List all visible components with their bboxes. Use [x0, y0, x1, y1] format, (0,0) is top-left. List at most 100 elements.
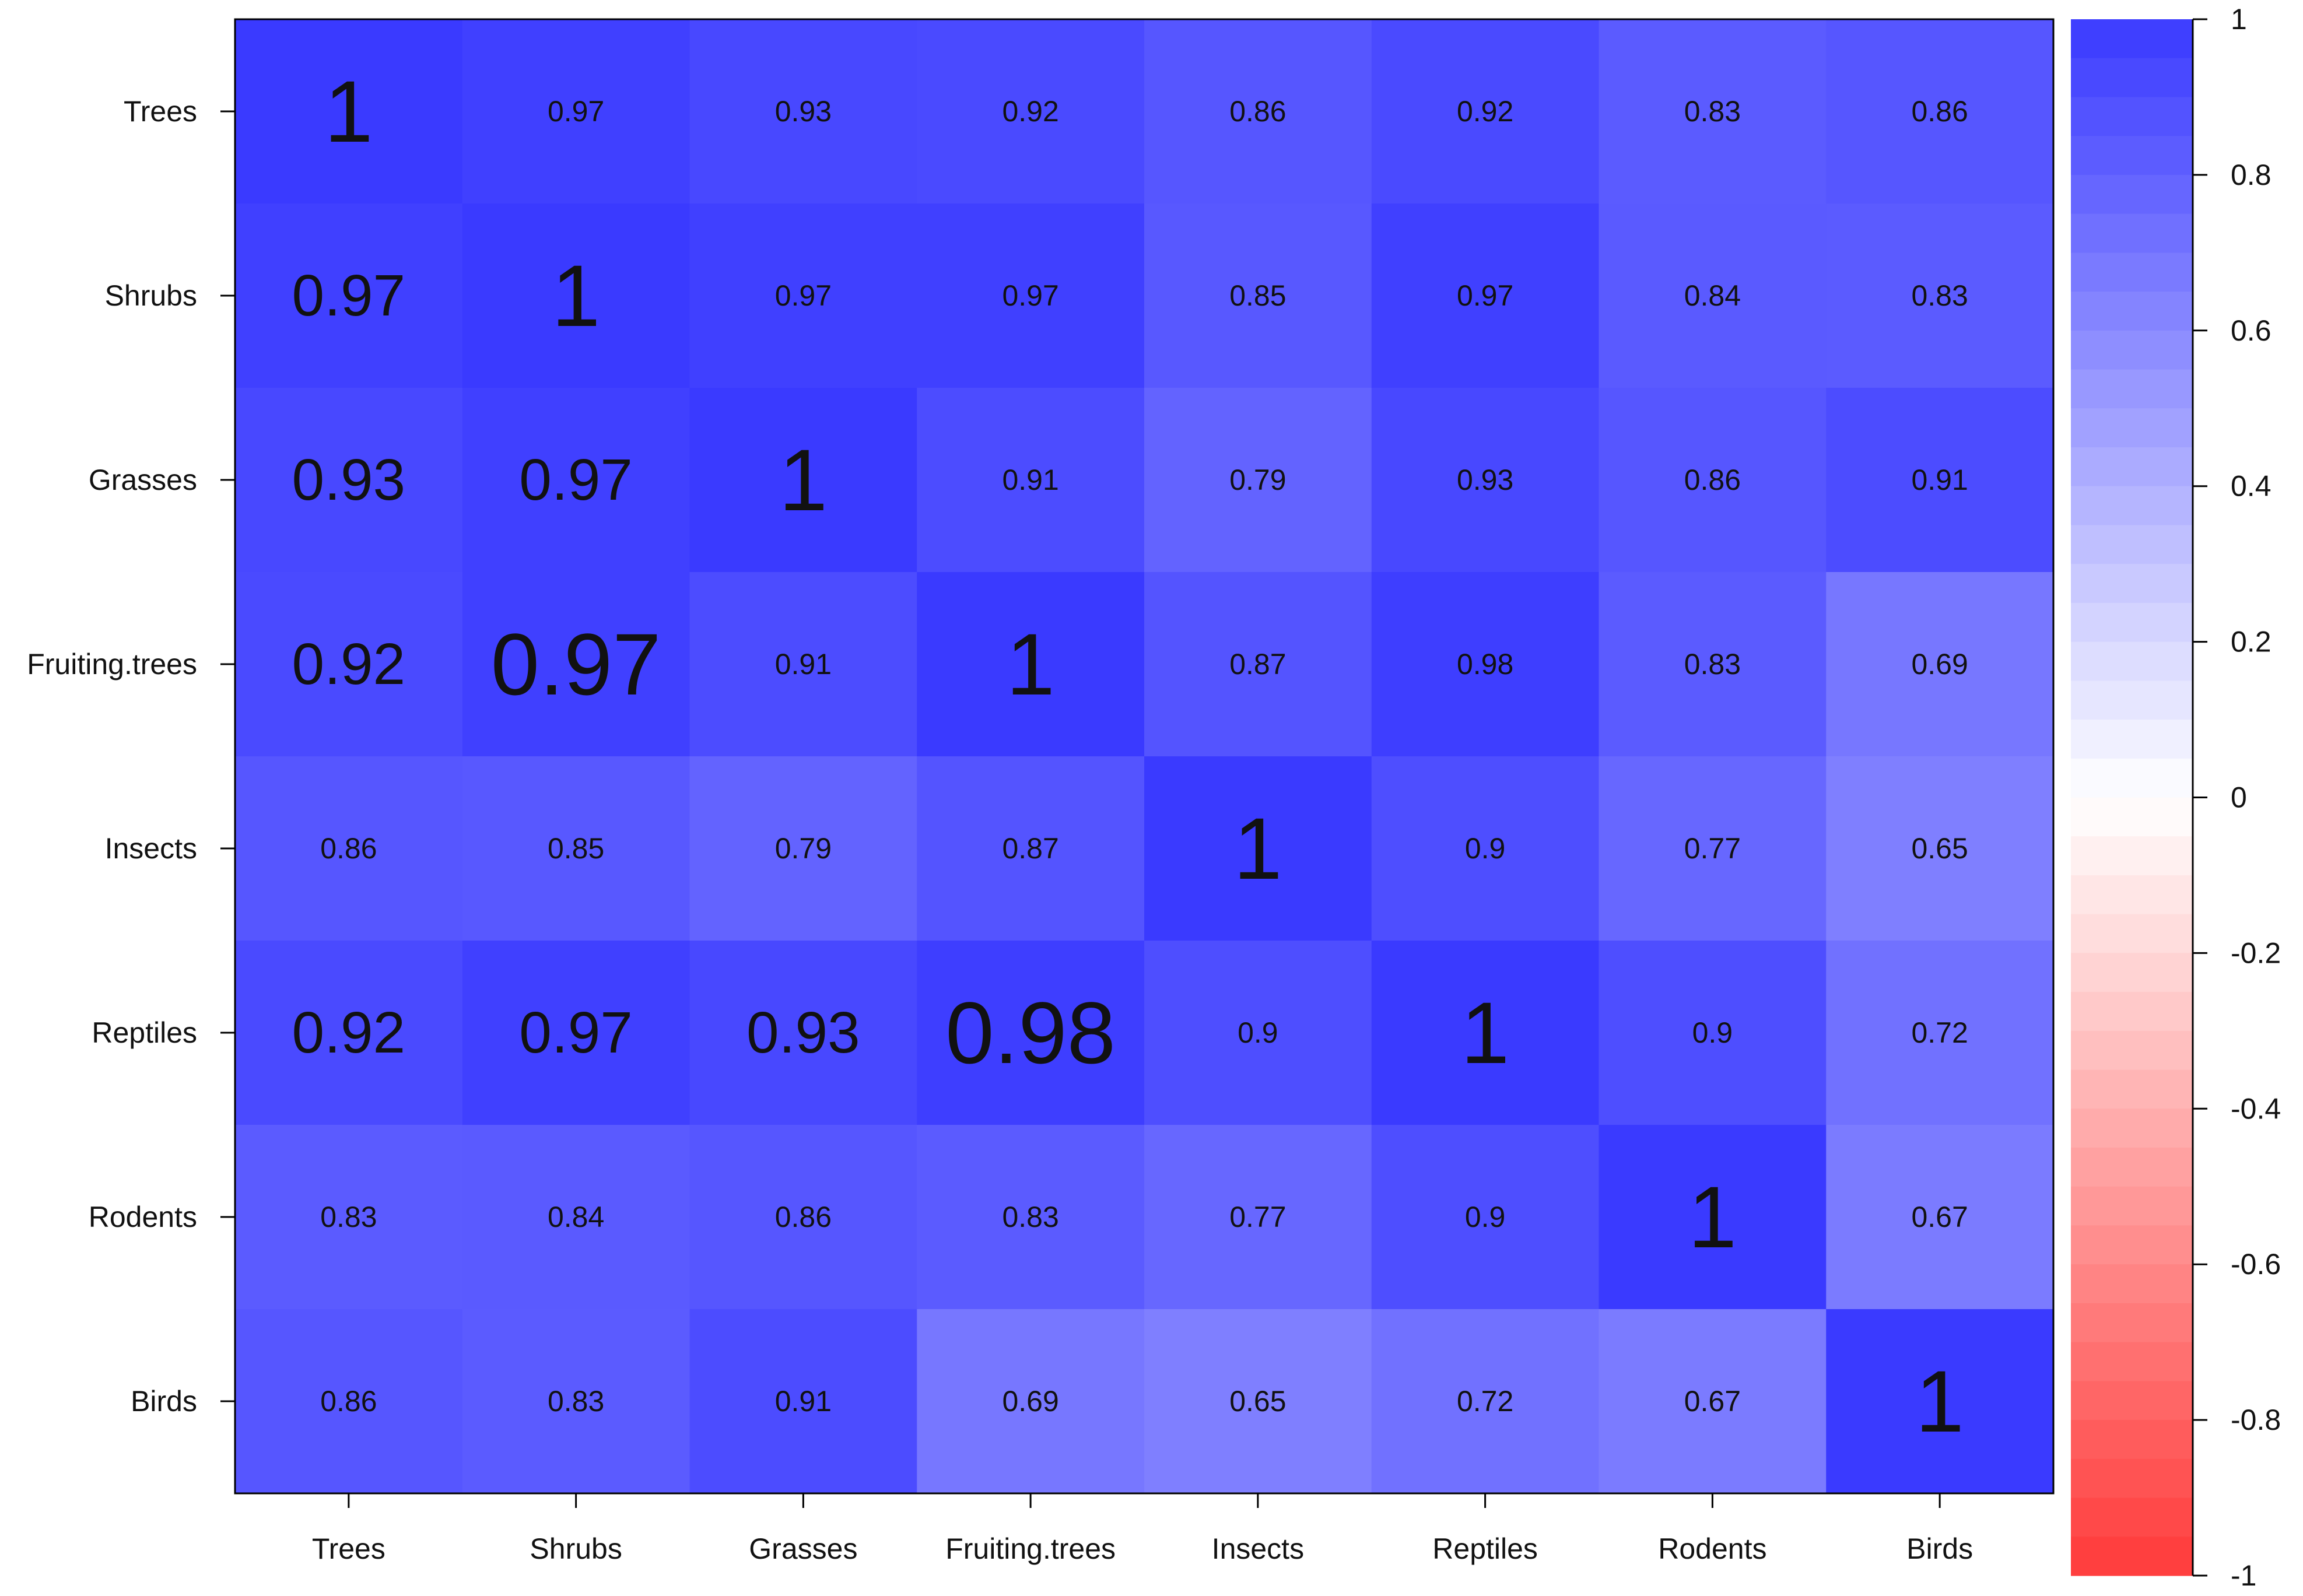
- heatmap-cell: [1826, 1125, 2054, 1310]
- colorbar-tick-label: -1: [2231, 1559, 2256, 1592]
- cell-label: 1: [552, 247, 600, 345]
- colorbar-tick-label: 0.4: [2231, 470, 2272, 503]
- cell-label: 0.92: [1002, 95, 1058, 128]
- cell-label: 0.72: [1911, 1016, 1968, 1049]
- cell-label: 0.85: [1229, 279, 1286, 312]
- heatmap-cell: [1371, 1309, 1599, 1494]
- colorbar-tick-label: -0.4: [2231, 1092, 2281, 1125]
- heatmap-cell: [235, 204, 463, 388]
- cell-label: 0.87: [1229, 648, 1286, 681]
- cell-label: 0.65: [1229, 1385, 1286, 1418]
- cell-label: 0.93: [1457, 464, 1513, 496]
- heatmap-cell: [1599, 204, 1827, 388]
- heatmap-cell: [462, 388, 690, 573]
- heatmap-cell: [1826, 756, 2054, 941]
- cell-label: 0.79: [775, 832, 832, 865]
- cell-label: 0.97: [519, 447, 633, 513]
- colorbar-swatch: [2071, 1497, 2193, 1537]
- heatmap-cell: [689, 572, 917, 757]
- colorbar-swatch: [2071, 681, 2193, 720]
- heatmap-cell: [689, 756, 917, 941]
- heatmap-cell: [1599, 1125, 1827, 1310]
- heatmap-cell: [917, 388, 1145, 573]
- cell-label: 0.69: [1911, 648, 1968, 681]
- cell-label: 0.9: [1465, 1201, 1506, 1233]
- colorbar-swatch: [2071, 914, 2193, 953]
- cell-label: 0.86: [775, 1201, 832, 1233]
- heatmap-cell: [235, 941, 463, 1125]
- colorbar-swatch: [2071, 1186, 2193, 1226]
- cell-label: 0.97: [491, 615, 661, 713]
- heatmap-cell: [1144, 941, 1372, 1125]
- heatmap-cell: [1144, 204, 1372, 388]
- cell-label: 0.91: [1002, 464, 1058, 496]
- cell-label: 0.83: [320, 1201, 377, 1233]
- cell-label: 0.83: [548, 1385, 604, 1418]
- x-tick-label: Trees: [312, 1532, 385, 1565]
- heatmap-cell: [917, 941, 1145, 1125]
- cell-label: 0.83: [1911, 279, 1968, 312]
- cell-label: 0.92: [292, 632, 406, 697]
- colorbar-swatch: [2071, 330, 2193, 370]
- heatmap-cell: [1599, 756, 1827, 941]
- colorbar-tick-label: 0.6: [2231, 314, 2272, 347]
- cell-label: 0.84: [548, 1201, 604, 1233]
- colorbar-swatch: [2071, 1458, 2193, 1499]
- heatmap-cell: [1144, 1125, 1372, 1310]
- colorbar-swatch: [2071, 758, 2193, 798]
- heatmap-cell: [1144, 572, 1372, 757]
- colorbar-swatch: [2071, 602, 2193, 643]
- cell-label: 0.77: [1229, 1201, 1286, 1233]
- y-tick-label: Grasses: [89, 464, 197, 496]
- x-tick-label: Grasses: [749, 1532, 857, 1565]
- x-tick-label: Fruiting.trees: [945, 1532, 1116, 1565]
- colorbar-swatch: [2071, 486, 2193, 526]
- cell-label: 1: [1915, 1352, 1964, 1450]
- cell-label: 0.83: [1684, 95, 1741, 128]
- cell-label: 1: [1233, 799, 1282, 897]
- cell-label: 0.93: [746, 1000, 860, 1065]
- cell-label: 0.86: [1684, 464, 1741, 496]
- x-tick-label: Birds: [1906, 1532, 1973, 1565]
- heatmap-cell: [235, 388, 463, 573]
- heatmap-cell: [1371, 204, 1599, 388]
- cell-label: 0.86: [320, 832, 377, 865]
- cell-label: 0.97: [292, 263, 406, 328]
- heatmap-cell: [1826, 204, 2054, 388]
- cell-label: 0.97: [1457, 279, 1513, 312]
- cell-label: 0.87: [1002, 832, 1058, 865]
- heatmap-cell: [917, 204, 1145, 388]
- heatmap-cell: [689, 388, 917, 573]
- colorbar-swatch: [2071, 174, 2193, 215]
- colorbar-swatch: [2071, 797, 2193, 837]
- heatmap-cell: [1599, 572, 1827, 757]
- heatmap-cell: [1144, 1309, 1372, 1494]
- cell-label: 0.86: [320, 1385, 377, 1418]
- colorbar-swatch: [2071, 1109, 2193, 1148]
- x-tick-label: Insects: [1212, 1532, 1304, 1565]
- colorbar-swatch: [2071, 408, 2193, 448]
- heatmap-cell: [1599, 941, 1827, 1125]
- heatmap-cell: [462, 19, 690, 204]
- colorbar-tick-label: 0: [2231, 781, 2247, 814]
- heatmap-cell: [1371, 388, 1599, 573]
- heatmap-cell: [1371, 756, 1599, 941]
- heatmap-cell: [1144, 756, 1372, 941]
- heatmap-cell: [1144, 388, 1372, 573]
- heatmap-cell: [689, 19, 917, 204]
- heatmap-cell: [689, 941, 917, 1125]
- cell-label: 0.97: [548, 95, 604, 128]
- cell-label: 0.92: [1457, 95, 1513, 128]
- cell-label: 0.91: [775, 648, 832, 681]
- heatmap-cell: [1371, 941, 1599, 1125]
- cell-label: 0.77: [1684, 832, 1741, 865]
- colorbar-swatch: [2071, 836, 2193, 876]
- cell-label: 0.85: [548, 832, 604, 865]
- x-tick-label: Rodents: [1658, 1532, 1766, 1565]
- heatmap-cell: [689, 1309, 917, 1494]
- heatmap-cell: [462, 204, 690, 388]
- heatmap-cell: [462, 572, 690, 757]
- heatmap-cell: [462, 941, 690, 1125]
